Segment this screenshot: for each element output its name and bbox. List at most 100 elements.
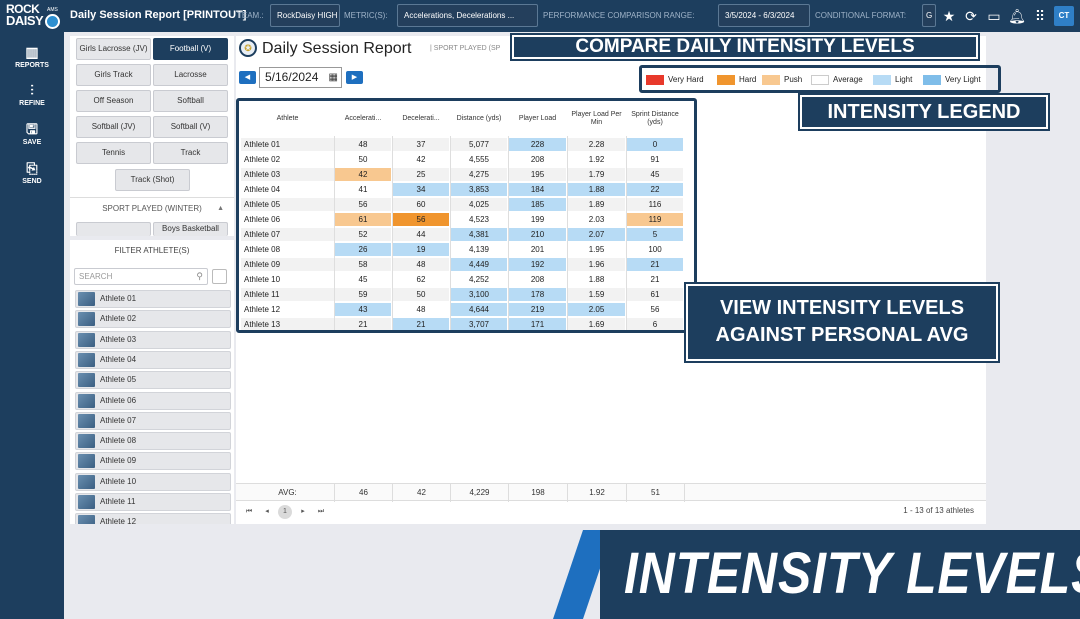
date-value: 5/16/2024 <box>265 70 318 84</box>
grid-icon[interactable]: ⠿ <box>1031 7 1049 25</box>
sport-button-active[interactable]: Football (V) <box>153 38 228 60</box>
user-avatar[interactable]: CT <box>1054 6 1074 26</box>
athlete-list-label: Athlete 04 <box>100 355 136 364</box>
date-picker[interactable]: 5/16/2024 ▦ <box>259 67 342 88</box>
monitor-icon[interactable]: ▭ <box>985 7 1003 25</box>
winter-sport-header-label: SPORT PLAYED (WINTER) <box>102 204 202 213</box>
winter-sport-header[interactable]: SPORT PLAYED (WINTER) ▲ <box>70 197 234 219</box>
next-page-button[interactable]: ▸ <box>296 505 310 519</box>
sport-button[interactable]: Track (Shot) <box>115 169 190 191</box>
range-select[interactable]: 3/5/2024 - 6/3/2024 <box>718 4 810 27</box>
page-number[interactable]: 1 <box>278 505 292 519</box>
last-page-button[interactable]: ⏭ <box>314 505 328 519</box>
team-label: TEAM.: <box>237 11 264 20</box>
legend-highlight-frame <box>639 65 1001 93</box>
athlete-search-input[interactable]: SEARCH ⚲ <box>74 268 208 285</box>
athlete-list-item[interactable]: Athlete 11 <box>75 493 231 511</box>
select-all-checkbox[interactable] <box>212 269 227 284</box>
page-title: Daily Session Report <box>262 40 411 58</box>
sport-button[interactable]: Girls Lacrosse (JV) <box>76 38 151 60</box>
prev-date-button[interactable]: ◀ <box>239 71 256 84</box>
format-select[interactable]: G <box>922 4 936 27</box>
view-callout-line1: VIEW INTENSITY LEVELS <box>688 295 996 322</box>
average-value: 4,229 <box>450 484 508 502</box>
athlete-list-label: Athlete 06 <box>100 396 136 405</box>
report-badge-icon: ✪ <box>239 39 257 57</box>
top-bar: ROCK DAISY AMS Daily Session Report [PRI… <box>0 0 1080 32</box>
sport-button[interactable]: Boys Basketball <box>153 222 228 236</box>
athlete-avatar <box>78 394 95 408</box>
sport-button[interactable]: Softball (V) <box>153 116 228 138</box>
athlete-avatar <box>78 312 95 326</box>
search-icon: ⚲ <box>196 269 203 284</box>
athlete-list-label: Athlete 12 <box>100 517 136 524</box>
left-nav: ▥ REPORTS ⫶ REFINE 🖫 SAVE ⎘ SEND <box>0 32 64 619</box>
athlete-list-item[interactable]: Athlete 06 <box>75 392 231 410</box>
athlete-avatar <box>78 434 95 448</box>
athlete-list-label: Athlete 07 <box>100 416 136 425</box>
nav-reports-label: REPORTS <box>15 62 49 69</box>
athlete-avatar <box>78 414 95 428</box>
athlete-avatar <box>78 333 95 347</box>
athlete-avatar <box>78 292 95 306</box>
bell-icon[interactable]: 🔔︎ <box>1008 7 1026 25</box>
athlete-list-label: Athlete 05 <box>100 375 136 384</box>
average-divider <box>684 484 685 502</box>
logo-text-daisy: DAISY <box>6 14 43 27</box>
athlete-list-item[interactable]: Athlete 03 <box>75 331 231 349</box>
calendar-icon[interactable]: ▦ <box>329 68 338 87</box>
sliders-icon: ⫶ <box>0 82 64 98</box>
athlete-list-item[interactable]: Athlete 01 <box>75 290 231 308</box>
metric-select[interactable]: Accelerations, Decelerations ... <box>397 4 538 27</box>
average-value: 46 <box>334 484 392 502</box>
athlete-avatar <box>78 373 95 387</box>
star-icon[interactable]: ★ <box>940 7 958 25</box>
athlete-list-label: Athlete 01 <box>100 294 136 303</box>
athlete-list-item[interactable]: Athlete 12 <box>75 513 231 524</box>
nav-refine[interactable]: ⫶ REFINE <box>0 82 64 107</box>
athlete-list-item[interactable]: Athlete 04 <box>75 351 231 369</box>
athlete-list-item[interactable]: Athlete 09 <box>75 452 231 470</box>
sport-button[interactable]: Tennis <box>76 142 151 164</box>
refresh-icon[interactable]: ⟳ <box>962 7 980 25</box>
nav-save[interactable]: 🖫 SAVE <box>0 121 64 146</box>
athlete-list-label: Athlete 02 <box>100 314 136 323</box>
sport-button[interactable]: Softball (JV) <box>76 116 151 138</box>
athlete-list-item[interactable]: Athlete 07 <box>75 412 231 430</box>
sport-button[interactable]: Girls Track <box>76 64 151 86</box>
chevron-up-icon: ▲ <box>217 198 224 220</box>
daisy-logo-icon <box>45 14 60 29</box>
metric-label: METRIC(S): <box>344 11 388 20</box>
sport-button[interactable]: Softball <box>153 90 228 112</box>
report-subtitle: | SPORT PLAYED (SP <box>430 45 500 52</box>
sport-button[interactable]: Off Season <box>76 90 151 112</box>
athlete-avatar <box>78 495 95 509</box>
save-icon: 🖫 <box>0 121 64 137</box>
prev-page-button[interactable]: ◂ <box>260 505 274 519</box>
athlete-list-label: Athlete 10 <box>100 477 136 486</box>
nav-reports[interactable]: ▥ REPORTS <box>0 44 64 69</box>
average-value: 1.92 <box>567 484 626 502</box>
athlete-list-item[interactable]: Athlete 02 <box>75 310 231 328</box>
legend-callout: INTENSITY LEGEND <box>800 95 1048 129</box>
sport-button[interactable]: Track <box>153 142 228 164</box>
athlete-list-item[interactable]: Athlete 05 <box>75 371 231 389</box>
athlete-list-item[interactable]: Athlete 10 <box>75 473 231 491</box>
rockdaisy-logo[interactable]: ROCK DAISY AMS <box>4 3 62 30</box>
first-page-button[interactable]: ⏮ <box>242 505 256 519</box>
nav-send[interactable]: ⎘ SEND <box>0 160 64 185</box>
nav-refine-label: REFINE <box>19 100 45 107</box>
nav-send-label: SEND <box>22 178 41 185</box>
format-label: CONDITIONAL FORMAT: <box>815 11 906 20</box>
athlete-list-label: Athlete 11 <box>100 497 135 506</box>
athlete-list-item[interactable]: Athlete 08 <box>75 432 231 450</box>
app-title: Daily Session Report [PRINTOUT] <box>70 9 246 21</box>
athlete-avatar <box>78 454 95 468</box>
average-value: 51 <box>626 484 684 502</box>
next-date-button[interactable]: ▶ <box>346 71 363 84</box>
sport-button-empty[interactable] <box>76 222 151 236</box>
table-highlight-frame <box>236 98 697 333</box>
sport-button[interactable]: Lacrosse <box>153 64 228 86</box>
team-select[interactable]: RockDaisy HIGH <box>270 4 340 27</box>
send-icon: ⎘ <box>0 160 64 176</box>
